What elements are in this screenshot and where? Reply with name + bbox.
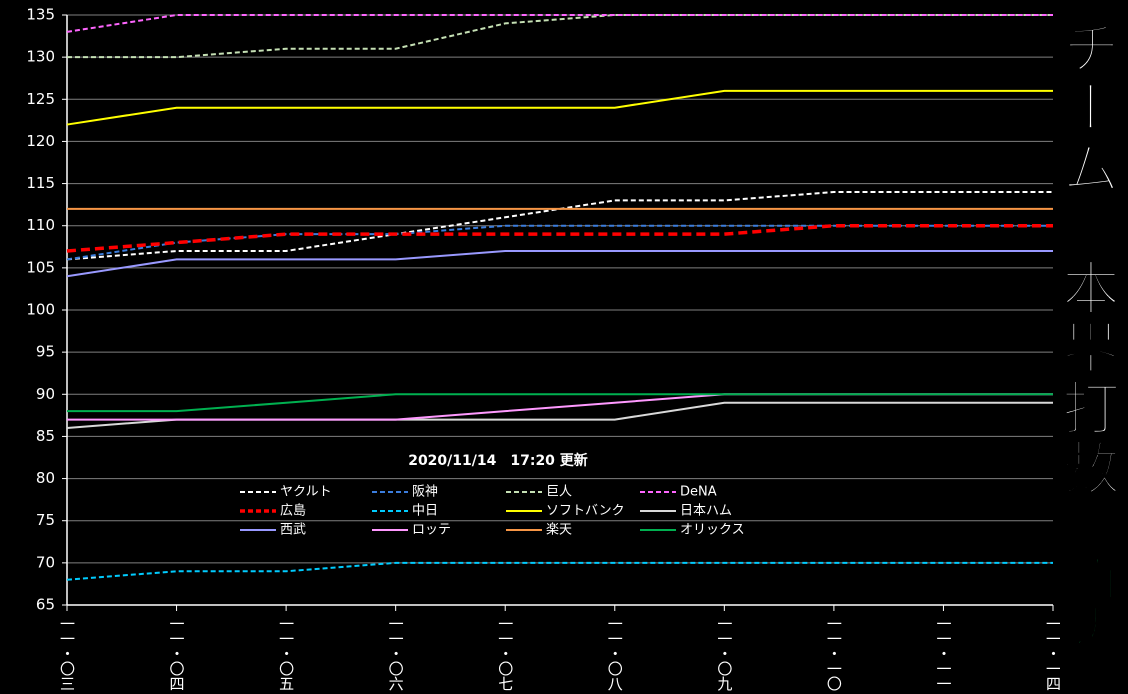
y-tick-label: 115 bbox=[26, 174, 55, 192]
y-tick-label: 120 bbox=[26, 132, 55, 150]
y-tick-label: 130 bbox=[26, 48, 55, 66]
legend-label: 中日 bbox=[412, 504, 438, 519]
legend-label: 楽天 bbox=[546, 522, 572, 538]
chart-title: チーム 本塁打数 bbox=[1051, 17, 1121, 499]
y-tick-label: 95 bbox=[36, 343, 55, 361]
y-tick-label: 85 bbox=[36, 427, 55, 445]
x-tick-label: 一一・〇六 bbox=[387, 616, 405, 691]
series-line bbox=[67, 14, 1053, 59]
legend-label: ロッテ bbox=[412, 523, 451, 538]
y-tick-label: 125 bbox=[26, 90, 55, 108]
legend-label: ヤクルト bbox=[280, 485, 332, 500]
series-line bbox=[67, 393, 1053, 413]
series-line bbox=[66, 89, 1053, 126]
y-tick-label: 135 bbox=[26, 6, 55, 24]
annotation: 2020/11/14 17:20 更新 bbox=[408, 452, 588, 469]
series-line bbox=[66, 223, 1053, 253]
legend-label: 広島 bbox=[280, 504, 306, 519]
series-line bbox=[66, 561, 1053, 581]
legend-label: 巨人 bbox=[546, 485, 572, 500]
legend-label: 日本ハム bbox=[680, 504, 732, 519]
legend-label: 西武 bbox=[280, 523, 306, 538]
legend-label: DeNA bbox=[680, 485, 717, 500]
y-tick-label: 75 bbox=[36, 511, 55, 529]
x-tick-label: 一一・一〇 bbox=[825, 616, 843, 691]
chart-subtitle: （直近） bbox=[1067, 509, 1123, 694]
x-tick-label: 一一・〇三 bbox=[58, 616, 76, 691]
series-line bbox=[66, 250, 1053, 278]
y-tick-label: 65 bbox=[36, 596, 55, 614]
legend-label: 阪神 bbox=[412, 485, 438, 500]
x-tick-label: 一一・〇八 bbox=[606, 616, 624, 691]
x-tick-label: 一一・一四 bbox=[1044, 616, 1060, 691]
y-tick-label: 70 bbox=[36, 553, 55, 571]
legend-label: ソフトバンク bbox=[546, 504, 625, 519]
x-tick-label: 一一・〇七 bbox=[496, 616, 514, 691]
series-line bbox=[66, 224, 1053, 261]
y-tick-label: 90 bbox=[36, 385, 55, 403]
x-tick-label: 一一・〇五 bbox=[277, 616, 295, 691]
chart: 2020/11/14 17:20 更新 65 70 75 80 85 90 95 100 105… bbox=[26, 6, 1060, 692]
series-line bbox=[66, 14, 1053, 33]
x-tick-label: 一一・〇四 bbox=[168, 616, 186, 691]
series-line bbox=[67, 393, 1053, 421]
x-tick-label: 一一・〇九 bbox=[715, 616, 733, 691]
x-tick-label: 一一・一一 bbox=[934, 616, 952, 691]
y-tick-label: 105 bbox=[26, 258, 55, 276]
legend-label: オリックス bbox=[680, 523, 745, 538]
y-tick-label: 110 bbox=[26, 216, 55, 234]
y-tick-label: 100 bbox=[26, 301, 55, 319]
y-tick-label: 80 bbox=[36, 469, 55, 487]
